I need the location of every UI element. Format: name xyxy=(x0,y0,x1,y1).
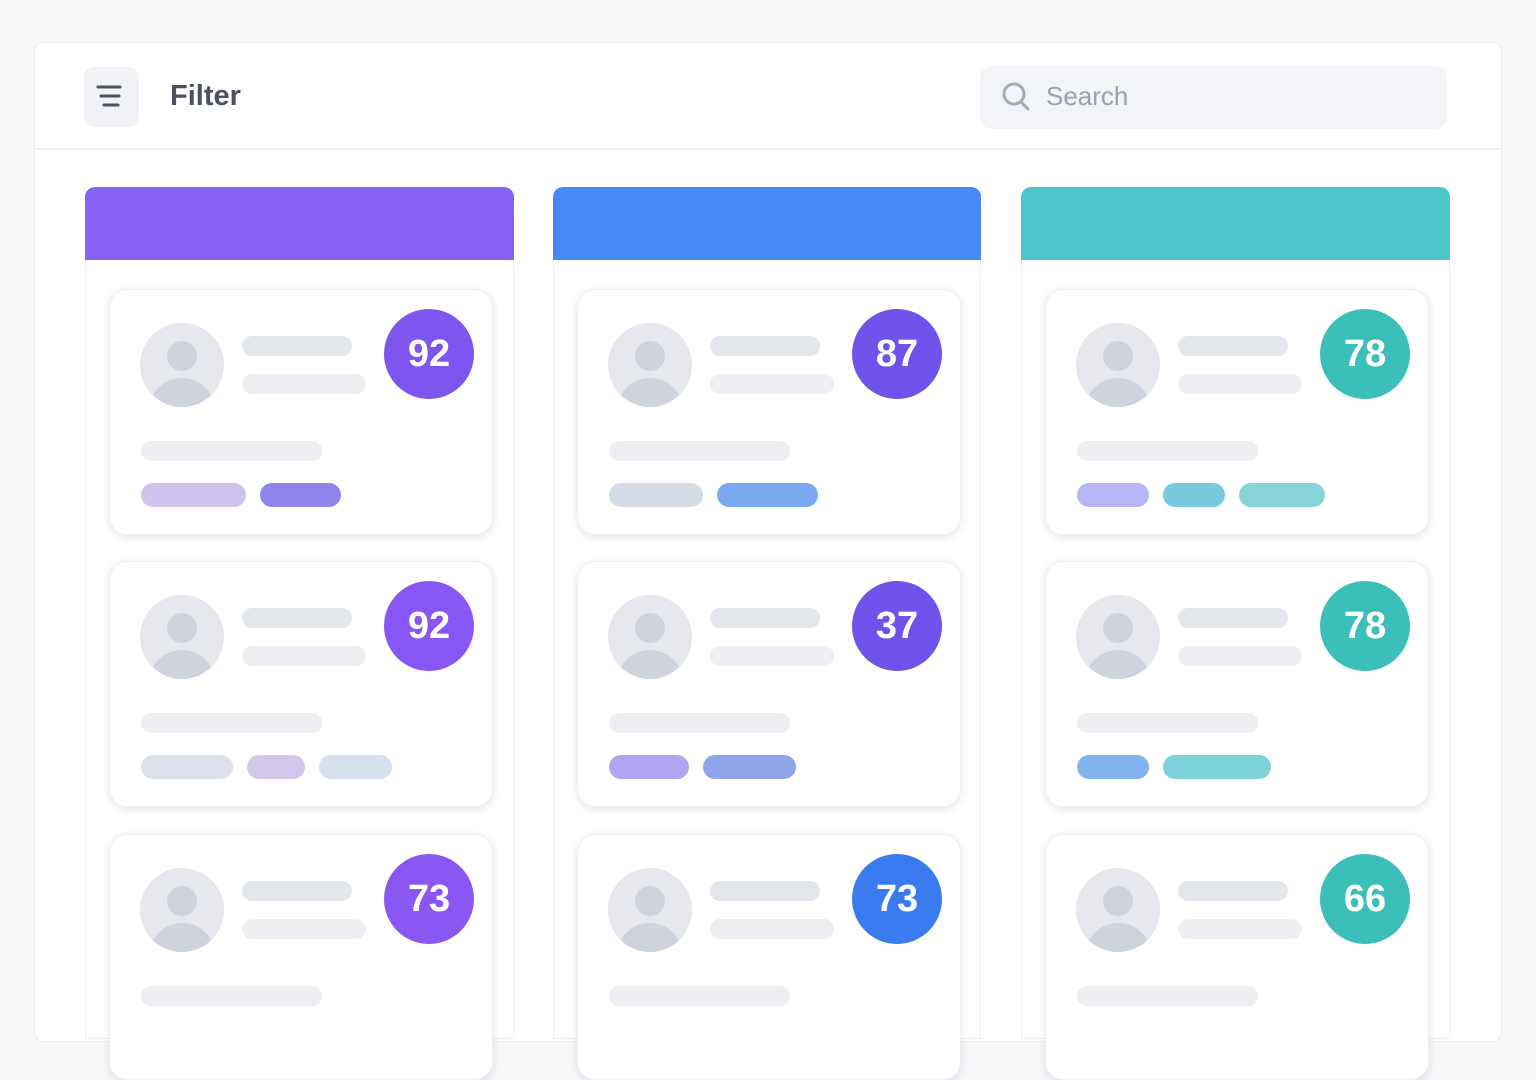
filter-label[interactable]: Filter xyxy=(170,80,241,112)
text-placeholder xyxy=(141,986,322,1006)
tag xyxy=(1077,483,1149,507)
search-placeholder[interactable]: Search xyxy=(1046,81,1129,111)
filter-button[interactable] xyxy=(84,67,139,127)
avatar xyxy=(608,595,692,679)
text-placeholder xyxy=(1178,336,1288,356)
score-badge: 87 xyxy=(852,309,942,399)
avatar xyxy=(1076,323,1160,407)
text-placeholder xyxy=(242,608,352,628)
tag xyxy=(319,755,392,779)
score-badge: 73 xyxy=(852,854,942,944)
tag xyxy=(1163,755,1271,779)
card[interactable]: 73 xyxy=(109,834,493,1080)
text-placeholder xyxy=(242,646,366,666)
text-placeholder xyxy=(242,374,366,394)
text-placeholder xyxy=(710,336,820,356)
avatar xyxy=(1076,595,1160,679)
score-badge: 78 xyxy=(1320,581,1410,671)
text-placeholder xyxy=(710,374,834,394)
text-placeholder xyxy=(242,919,366,939)
column-header xyxy=(1021,187,1450,260)
tag xyxy=(260,483,341,507)
text-placeholder xyxy=(141,713,322,733)
avatar xyxy=(608,868,692,952)
text-placeholder xyxy=(710,881,820,901)
avatar xyxy=(608,323,692,407)
text-placeholder xyxy=(1178,646,1302,666)
text-placeholder xyxy=(1178,881,1288,901)
search-icon xyxy=(1002,82,1030,111)
score-badge: 37 xyxy=(852,581,942,671)
tag xyxy=(609,755,689,779)
text-placeholder xyxy=(710,608,820,628)
score-badge: 78 xyxy=(1320,309,1410,399)
card[interactable]: 78 xyxy=(1045,289,1429,535)
avatar xyxy=(1076,868,1160,952)
card[interactable]: 37 xyxy=(577,561,961,807)
tag xyxy=(609,483,703,507)
card[interactable]: 92 xyxy=(109,289,493,535)
tag xyxy=(1163,483,1225,507)
score-badge: 66 xyxy=(1320,854,1410,944)
search-box[interactable] xyxy=(980,66,1447,129)
text-placeholder xyxy=(242,881,352,901)
card[interactable]: 92 xyxy=(109,561,493,807)
card[interactable]: 87 xyxy=(577,289,961,535)
text-placeholder xyxy=(609,441,790,461)
tag xyxy=(141,483,246,507)
text-placeholder xyxy=(141,441,322,461)
card[interactable]: 73 xyxy=(577,834,961,1080)
text-placeholder xyxy=(1178,919,1302,939)
text-placeholder xyxy=(1077,441,1258,461)
avatar xyxy=(140,868,224,952)
tag xyxy=(717,483,818,507)
text-placeholder xyxy=(609,713,790,733)
tag xyxy=(1239,483,1325,507)
tag xyxy=(141,755,233,779)
text-placeholder xyxy=(1077,986,1258,1006)
tag xyxy=(1077,755,1149,779)
avatar xyxy=(140,323,224,407)
filter-icon xyxy=(96,85,122,107)
tag xyxy=(247,755,305,779)
header-divider xyxy=(34,148,1502,150)
text-placeholder xyxy=(710,646,834,666)
column-header xyxy=(85,187,514,260)
text-placeholder xyxy=(1178,608,1288,628)
text-placeholder xyxy=(1178,374,1302,394)
avatar xyxy=(140,595,224,679)
text-placeholder xyxy=(710,919,834,939)
text-placeholder xyxy=(1077,713,1258,733)
text-placeholder xyxy=(242,336,352,356)
card[interactable]: 66 xyxy=(1045,834,1429,1080)
score-badge: 92 xyxy=(384,309,474,399)
score-badge: 73 xyxy=(384,854,474,944)
tag xyxy=(703,755,796,779)
text-placeholder xyxy=(609,986,790,1006)
score-badge: 92 xyxy=(384,581,474,671)
card[interactable]: 78 xyxy=(1045,561,1429,807)
column-header xyxy=(553,187,981,260)
